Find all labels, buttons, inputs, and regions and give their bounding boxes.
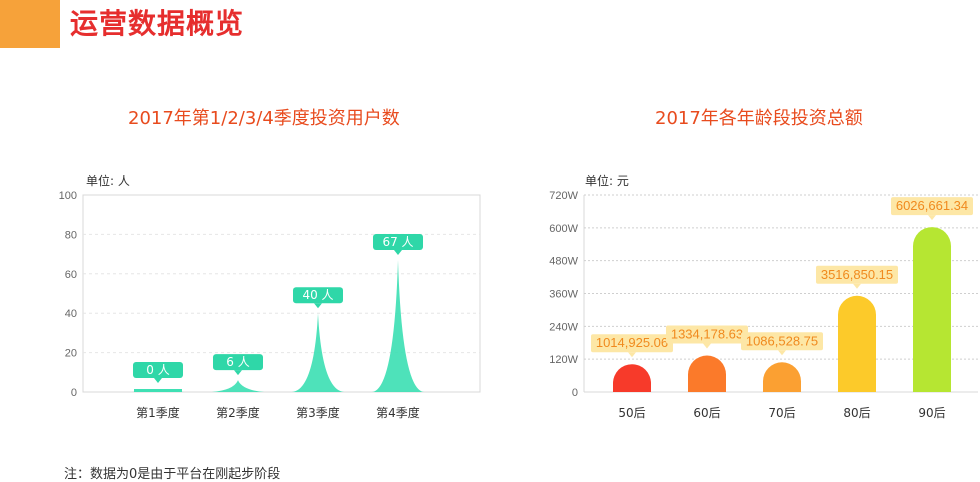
chart2-data-label: 1086,528.75 xyxy=(746,333,818,348)
chart1-title: 2017年第1/2/3/4季度投资用户数 xyxy=(128,108,400,129)
chart2-label-pointer xyxy=(628,352,636,358)
chart1-bar-group: 67 人 xyxy=(372,234,424,392)
chart2-x-tick: 80后 xyxy=(843,406,870,420)
chart2-y-tick: 720W xyxy=(549,190,578,202)
chart1-y-tick: 100 xyxy=(59,190,77,202)
chart2-label-bg xyxy=(741,332,823,351)
chart1-data-label: 40 人 xyxy=(302,288,333,302)
chart1-bar xyxy=(372,260,424,392)
chart2-y-tick: 360W xyxy=(549,289,578,301)
chart2-label-pointer xyxy=(778,350,786,356)
chart1-bar-group: 40 人 xyxy=(292,287,344,392)
chart1-y-tick: 0 xyxy=(71,387,77,399)
chart2-bar xyxy=(913,227,951,392)
chart2-data-label: 3516,850.15 xyxy=(821,267,893,282)
chart1-y-tick: 40 xyxy=(65,308,77,320)
chart2-label-pointer xyxy=(703,343,711,349)
chart2-x-tick: 70后 xyxy=(768,406,795,420)
chart1-bar-baseline xyxy=(134,389,182,392)
chart2-data-label: 6026,661.34 xyxy=(896,198,968,213)
chart2-x-tick: 50后 xyxy=(618,406,645,420)
chart2-unit-label: 单位: 元 xyxy=(585,174,629,188)
chart2-data-label: 1334,178.63 xyxy=(671,326,743,341)
chart1-unit-label: 单位: 人 xyxy=(86,174,130,188)
chart2-bar xyxy=(763,362,801,392)
chart2-bar xyxy=(613,364,651,392)
chart2-bar-group: 1014,925.06 xyxy=(591,334,673,392)
chart2-bar-group: 1086,528.75 xyxy=(741,332,823,392)
chart1-data-label: 6 人 xyxy=(226,355,249,369)
chart1-bar xyxy=(292,313,344,392)
chart1-label-bg xyxy=(373,234,423,251)
chart2-data-label: 1014,925.06 xyxy=(596,335,668,350)
chart1-x-tick: 第4季度 xyxy=(376,405,420,420)
chart1-x-tick: 第3季度 xyxy=(296,405,340,420)
chart1-label-pointer xyxy=(154,378,162,383)
chart1-data-label: 67 人 xyxy=(382,235,413,249)
chart2-x-tick: 60后 xyxy=(693,406,720,420)
chart2-y-tick: 600W xyxy=(549,223,578,235)
chart1-label-pointer xyxy=(234,370,242,376)
chart1-y-tick: 60 xyxy=(65,269,77,281)
chart2-label-bg xyxy=(891,197,973,216)
page-title: 运营数据概览 xyxy=(70,7,245,40)
chart1-y-tick: 20 xyxy=(65,348,77,360)
chart1-label-pointer xyxy=(394,250,402,256)
chart1-label-pointer xyxy=(314,303,322,309)
chart1-bar-group: 0 人 xyxy=(132,362,184,392)
chart2-bar xyxy=(688,355,726,392)
chart2-bar-group: 3516,850.15 xyxy=(816,265,898,392)
chart2-label-bg xyxy=(591,334,673,353)
chart1-label-bg xyxy=(133,362,183,378)
chart1-plot-frame xyxy=(82,194,481,393)
chart2-label-pointer xyxy=(928,215,936,221)
chart1-bar-group: 6 人 xyxy=(212,354,264,392)
chart1-label-bg xyxy=(213,354,263,371)
footnote: 注：数据为0是由于平台在刚起步阶段 xyxy=(64,467,281,482)
chart2-bar-group: 1334,178.63 xyxy=(666,325,748,392)
chart1-data-label: 0 人 xyxy=(146,363,169,377)
chart2-label-bg xyxy=(816,265,898,284)
chart2-label-bg xyxy=(666,325,748,344)
chart1-x-tick: 第1季度 xyxy=(136,405,180,420)
chart2-x-tick: 90后 xyxy=(918,406,945,420)
chart2-label-pointer xyxy=(853,283,861,289)
chart1-bar xyxy=(212,380,264,392)
chart1-x-tick: 第2季度 xyxy=(216,405,260,420)
chart2-bar-group: 6026,661.34 xyxy=(891,197,973,392)
chart2-title: 2017年各年龄段投资总额 xyxy=(655,108,863,129)
chart2-bar xyxy=(838,295,876,392)
chart2-y-tick: 120W xyxy=(549,354,578,366)
chart2-y-tick: 240W xyxy=(549,321,578,333)
chart2-y-tick: 0 xyxy=(572,387,578,399)
chart1-label-bg xyxy=(293,287,343,304)
header-accent-block xyxy=(0,0,60,48)
chart1-y-tick: 80 xyxy=(65,229,77,241)
chart2-y-tick: 480W xyxy=(549,256,578,268)
